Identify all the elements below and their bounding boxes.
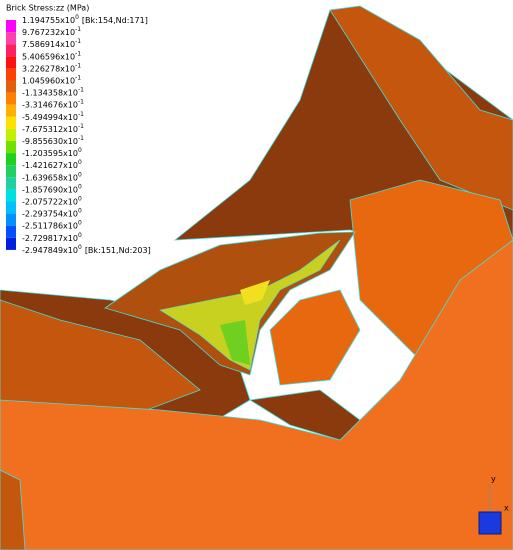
legend-swatch [6,153,16,166]
label-note: [Bk:154,Nd:171] [82,16,148,25]
label-exponent: 0 [78,207,82,214]
legend-label: -1.421627x100 [22,159,82,170]
legend-label: -1.134358x10-1 [22,86,84,97]
label-mantissa: 7.586914x10 [22,40,75,49]
legend-label: -2.511786x100 [22,219,82,230]
legend-swatch [6,20,16,33]
label-mantissa: 3.226278x10 [22,64,75,73]
legend-label: -2.729817x100 [22,231,82,242]
label-note: [Bk:151,Nd:203] [85,245,151,254]
axis-label: x [504,504,509,513]
mesh-scene [0,5,513,550]
label-exponent: 0 [78,231,82,238]
legend-swatch [6,56,16,69]
legend-label: 7.586914x10-1 [22,38,81,49]
label-mantissa: -2.947849x10 [22,245,78,254]
label-mantissa: -2.075722x10 [22,197,78,206]
mesh-face [0,299,201,421]
label-mantissa: -1.203595x10 [22,149,78,158]
label-mantissa: 1.194755x10 [22,16,75,25]
label-mantissa: -1.639658x10 [22,173,78,182]
legend-label: 1.045960x10-1 [22,74,81,85]
label-mantissa: -2.293754x10 [22,209,78,218]
label-exponent: -1 [75,62,81,69]
label-mantissa: -7.675312x10 [22,124,78,133]
legend-label: -1.857690x100 [22,183,82,194]
label-exponent: -1 [78,110,84,117]
legend-label: 3.226278x10-1 [22,62,81,73]
label-exponent: 0 [78,219,82,226]
label-exponent: -1 [78,122,84,129]
label-exponent: 0 [75,14,79,21]
label-exponent: -1 [78,135,84,142]
label-mantissa: 5.406596x10 [22,52,75,61]
legend-swatch [6,44,16,57]
mesh-face [0,469,26,550]
label-mantissa: -1.857690x10 [22,185,78,194]
legend-label: -7.675312x10-1 [22,122,84,133]
legend-label: -3.314676x10-1 [22,98,84,109]
label-exponent: -1 [78,98,84,105]
legend-label: -2.947849x100 [Bk:151,Nd:203] [22,243,151,254]
label-exponent: -1 [75,74,81,81]
legend-label: 1.194755x100 [Bk:154,Nd:171] [22,14,148,25]
legend-label: -1.203595x100 [22,147,82,158]
label-exponent: 0 [78,171,82,178]
legend-swatch [6,128,16,141]
legend-label: -2.075722x100 [22,195,82,206]
legend: Brick Stress:zz (MPa) 1.194755x100 [Bk:15… [6,4,151,254]
label-exponent: 0 [78,243,82,250]
label-mantissa: 9.767232x10 [22,28,75,37]
label-mantissa: 1.045960x10 [22,76,75,85]
mesh-face [248,389,361,441]
legend-swatch [6,92,16,105]
legend-swatch [6,141,16,154]
label-mantissa: -1.421627x10 [22,161,78,170]
legend-label: -1.639658x100 [22,171,82,182]
legend-swatch [6,237,16,250]
axis-triad: y x [478,475,509,535]
legend-label: -5.494994x10-1 [22,110,84,121]
mesh-face [329,5,513,211]
legend-swatch [6,32,16,45]
legend-label: 9.767232x10-1 [22,26,81,37]
label-mantissa: -2.511786x10 [22,221,78,230]
label-mantissa: -9.855630x10 [22,137,78,146]
label-exponent: -1 [75,50,81,57]
label-mantissa: -5.494994x10 [22,112,78,121]
legend-swatch [6,104,16,117]
legend-swatch [6,225,16,238]
label-mantissa: -2.729817x10 [22,233,78,242]
label-exponent: 0 [78,183,82,190]
label-mantissa: -1.134358x10 [22,88,78,97]
label-exponent: -1 [75,26,81,33]
legend-label: -2.293754x100 [22,207,82,218]
legend-swatch [6,80,16,93]
label-exponent: 0 [78,147,82,154]
legend-swatch [6,189,16,202]
legend-label: -9.855630x10-1 [22,135,84,146]
mesh-face [269,289,361,386]
legend-swatch [6,213,16,226]
label-exponent: 0 [78,195,82,202]
legend-swatch [6,177,16,190]
label-exponent: 0 [78,159,82,166]
label-exponent: -1 [75,38,81,45]
label-exponent: -1 [78,86,84,93]
legend-label: 5.406596x10-1 [22,50,81,61]
legend-swatch [6,165,16,178]
legend-swatch [6,116,16,129]
legend-swatch [6,201,16,214]
legend-swatch [6,68,16,81]
orientation-cube [478,511,502,535]
legend-title: Brick Stress:zz (MPa) [6,4,89,13]
label-mantissa: -3.314676x10 [22,100,78,109]
mesh-face [0,239,513,550]
axis-label: y [491,475,496,484]
stress-region [220,320,250,365]
stress-region [240,280,270,305]
